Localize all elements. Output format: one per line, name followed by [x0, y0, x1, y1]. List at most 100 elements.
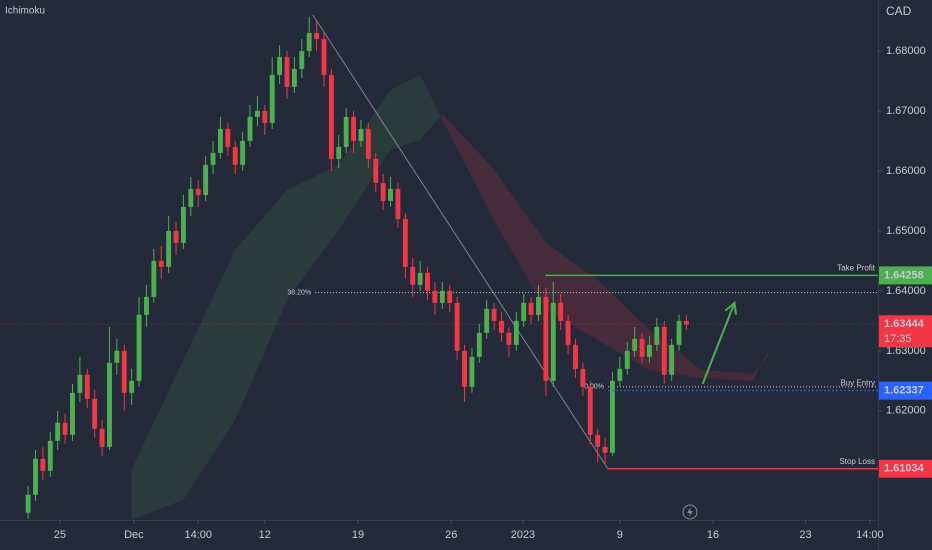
candle-body	[240, 140, 246, 165]
candle	[380, 173, 386, 210]
candle	[314, 20, 320, 51]
candle-body	[328, 74, 334, 159]
candle-body	[550, 302, 556, 381]
candle	[476, 323, 482, 363]
candle	[158, 245, 164, 279]
candle-body	[232, 146, 238, 165]
candle	[217, 116, 223, 159]
candle	[676, 314, 682, 351]
candle-body	[639, 338, 645, 357]
candle-body	[462, 350, 467, 387]
candle	[114, 338, 120, 375]
candle-body	[306, 32, 312, 51]
candle-body	[84, 374, 90, 399]
price-label: 1.61034	[884, 463, 925, 475]
candle	[580, 362, 586, 396]
candle-body	[499, 320, 504, 333]
candle	[40, 446, 46, 480]
candle-body	[314, 32, 320, 39]
candle	[70, 383, 75, 441]
candle	[188, 176, 194, 216]
x-tick-label: 2023	[511, 529, 535, 541]
candle-body	[203, 164, 209, 195]
candle	[447, 284, 453, 312]
price-label: 1.64258	[884, 269, 924, 281]
candle-body	[225, 128, 231, 147]
candle	[351, 110, 357, 153]
candle-body	[33, 458, 38, 495]
candle-body	[580, 368, 586, 387]
trade-level-label: Take Profit	[837, 264, 876, 273]
candle-body	[114, 350, 120, 363]
price-label-box	[879, 381, 932, 400]
y-tick-label: 1.62000	[886, 405, 926, 417]
candle-body	[373, 158, 379, 183]
candle	[284, 50, 290, 99]
candle-body	[180, 206, 186, 243]
cloud-segment	[442, 113, 495, 221]
candle-body	[343, 116, 349, 147]
candle-body	[513, 320, 519, 345]
x-tick-label: 26	[445, 529, 457, 541]
candle-body	[358, 128, 364, 141]
candle-body	[587, 386, 593, 435]
candle	[247, 104, 253, 147]
arrow-shaft	[701, 302, 736, 385]
candle-body	[47, 440, 53, 471]
candle	[573, 338, 578, 378]
candle	[166, 215, 172, 273]
candle	[92, 389, 98, 438]
candle-body	[321, 38, 327, 75]
candle-body	[107, 362, 112, 447]
candle-body	[262, 110, 268, 123]
candle-body	[195, 188, 201, 195]
candle-body	[521, 302, 527, 321]
candle	[277, 44, 283, 84]
candle-body	[188, 188, 194, 207]
candle	[55, 410, 61, 450]
candle-body	[410, 266, 416, 285]
candle-body	[217, 128, 223, 153]
candle-body	[336, 146, 342, 159]
x-tick-label: 12	[259, 529, 271, 541]
candle	[499, 311, 504, 342]
candle	[565, 314, 571, 354]
x-tick-label: 9	[617, 529, 623, 541]
candle	[306, 16, 312, 57]
candle	[439, 281, 445, 309]
cloud-segment	[338, 89, 391, 230]
candle-body	[129, 380, 135, 393]
y-tick-label: 1.64000	[886, 285, 926, 297]
x-tick-label: 23	[799, 529, 811, 541]
candle-body	[62, 422, 68, 435]
candle	[365, 122, 371, 168]
candle-body	[144, 296, 149, 315]
candle	[417, 260, 423, 291]
candle	[454, 296, 460, 360]
candle-body	[669, 344, 675, 375]
candle	[99, 419, 105, 456]
candle	[77, 356, 83, 402]
candle	[484, 299, 490, 339]
candle-body	[99, 428, 105, 447]
candle-body	[388, 188, 393, 201]
candle-body	[595, 434, 601, 447]
candle-body	[299, 50, 305, 69]
candle	[462, 344, 467, 402]
candle-body	[439, 290, 445, 303]
candle	[683, 314, 689, 330]
price-label: 1.62337	[884, 385, 924, 397]
candle	[513, 311, 519, 351]
x-tick-label: Dec	[124, 529, 144, 541]
candle	[121, 344, 127, 411]
y-tick-label: 1.63000	[886, 345, 926, 357]
candle	[395, 182, 401, 228]
replay-icon[interactable]	[682, 504, 698, 520]
candle-body	[432, 290, 438, 303]
candle	[536, 284, 541, 321]
candle	[33, 449, 38, 501]
fib-level-label: 38.20%	[287, 290, 311, 297]
candle	[595, 428, 601, 462]
